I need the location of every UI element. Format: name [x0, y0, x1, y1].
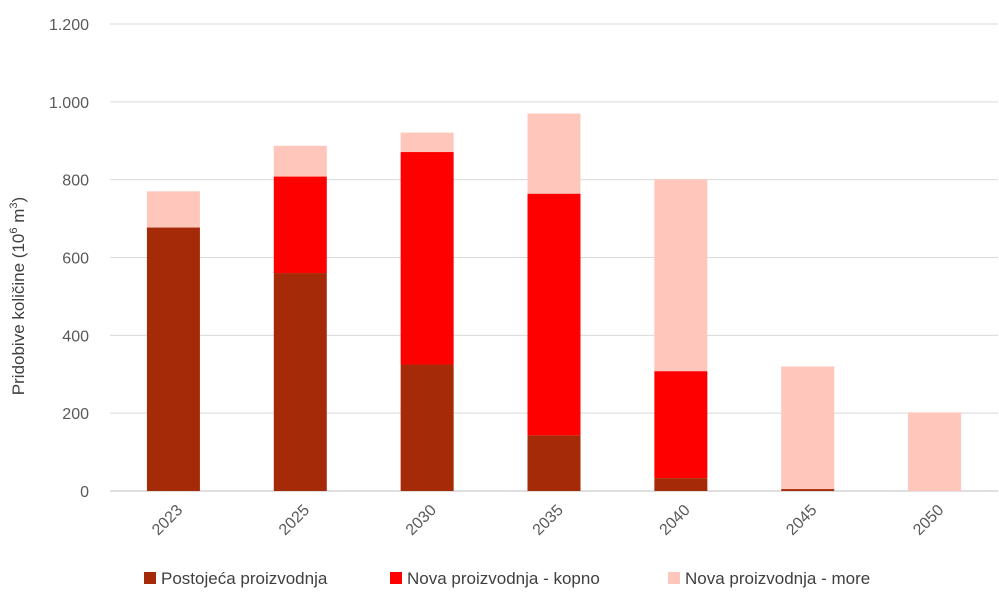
y-axis-title: Pridobive količine (106 m3) — [8, 197, 28, 395]
bar-segment — [908, 412, 962, 491]
x-tick-label: 2050 — [910, 502, 947, 539]
bar-segment — [527, 113, 581, 194]
y-tick-label: 600 — [62, 251, 89, 268]
legend-swatch — [668, 572, 680, 584]
y-axis-title-main: Pridobive količine (10 — [9, 234, 28, 396]
bar-segment — [654, 371, 708, 479]
x-tick-label: 2045 — [783, 502, 820, 539]
bar-segment — [400, 152, 454, 365]
legend-swatch — [144, 572, 156, 584]
y-axis-title-sup2: 3 — [8, 202, 20, 208]
bar-segment — [654, 179, 708, 372]
y-axis-title-sup1: 6 — [8, 227, 20, 233]
x-tick-label: 2030 — [403, 502, 440, 539]
legend-label: Nova proizvodnja - more — [685, 569, 870, 588]
x-tick-label: 2040 — [656, 502, 693, 539]
legend-label: Nova proizvodnja - kopno — [407, 569, 600, 588]
bar-segment — [273, 145, 327, 177]
x-tick-label: 2023 — [149, 502, 186, 539]
bar-segment — [654, 478, 708, 491]
y-tick-label: 1.200 — [49, 17, 89, 34]
y-tick-label: 0 — [80, 484, 89, 501]
bar-segment — [273, 176, 327, 274]
y-tick-label: 1.000 — [49, 95, 89, 112]
bar-segment — [400, 132, 454, 153]
bar-segment — [527, 435, 581, 491]
x-tick-label: 2025 — [276, 502, 313, 539]
bar-segment — [273, 273, 327, 491]
y-axis-tick-labels: 0 200 400 600 800 1.000 1.200 — [49, 17, 89, 501]
bar-segment — [146, 191, 200, 228]
y-axis-title-mid: m — [9, 209, 28, 228]
bar-segment — [781, 366, 835, 490]
bar-segment — [146, 227, 200, 491]
legend-swatch — [390, 572, 402, 584]
legend-label: Postojeća proizvodnja — [161, 569, 328, 588]
y-tick-label: 400 — [62, 328, 89, 345]
bars — [146, 113, 962, 491]
legend: Postojeća proizvodnja Nova proizvodnja - … — [144, 569, 870, 588]
bar-segment — [400, 364, 454, 491]
x-tick-label: 2035 — [530, 502, 567, 539]
bar-segment — [781, 489, 835, 491]
y-axis-title-end: ) — [9, 197, 28, 203]
x-axis-tick-labels: 2023 2025 2030 2035 2040 2045 2050 — [149, 502, 947, 539]
y-tick-label: 800 — [62, 173, 89, 190]
y-tick-label: 200 — [62, 406, 89, 423]
bar-segment — [527, 193, 581, 436]
